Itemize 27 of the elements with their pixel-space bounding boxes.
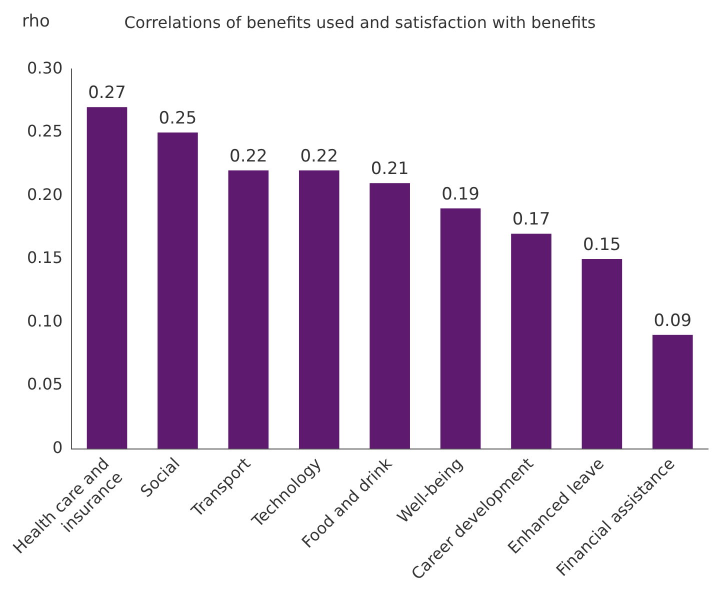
y-tick-label: 0.20 — [27, 184, 63, 204]
bar — [440, 208, 481, 449]
y-tick-label: 0.10 — [27, 311, 63, 330]
data-label: 0.17 — [512, 210, 550, 230]
bar — [652, 334, 693, 449]
y-axis-title: rho — [22, 11, 50, 32]
bar — [298, 170, 340, 449]
bar — [86, 107, 128, 449]
data-label: 0.21 — [370, 159, 409, 180]
data-label: 0.25 — [158, 108, 197, 128]
data-label: 0.15 — [583, 234, 621, 255]
y-tick-label: 0.05 — [27, 374, 63, 394]
data-label: 0.22 — [229, 146, 268, 166]
bar — [158, 132, 198, 449]
y-tick-label: 0 — [52, 438, 63, 457]
y-tick-label: 0.30 — [27, 58, 63, 78]
data-label: 0.19 — [442, 184, 480, 204]
y-tick-label: 0.25 — [27, 122, 63, 141]
bar — [582, 259, 622, 449]
data-label: 0.22 — [300, 146, 338, 166]
chart-title: Correlations of benefits used and satisfaction with benefits — [124, 12, 596, 32]
y-tick-label: 0.15 — [27, 248, 63, 268]
bar — [511, 234, 552, 449]
bar — [228, 170, 269, 449]
bar — [370, 183, 410, 449]
data-label: 0.27 — [88, 83, 126, 104]
data-label: 0.09 — [654, 310, 692, 331]
